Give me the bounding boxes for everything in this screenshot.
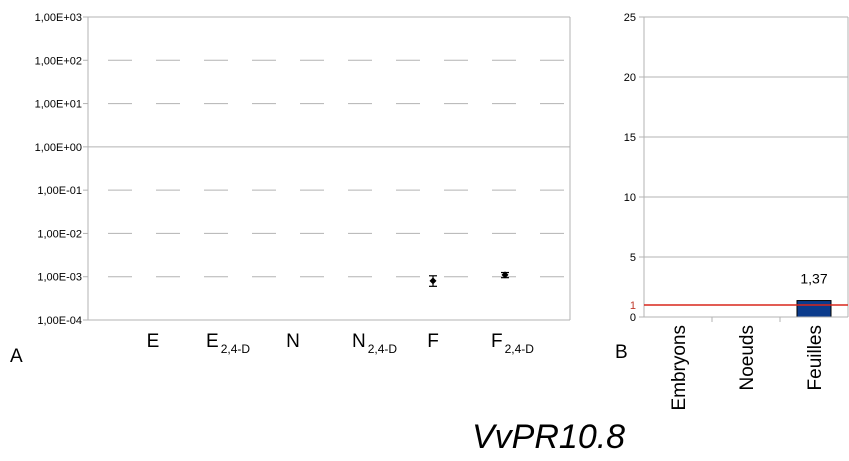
chart-a-category-label: F [427,331,439,352]
chart-a-category-label: E [147,331,160,352]
chart-a-points [429,271,509,287]
chart-a: 1,00E-04 1,00E-03 1,00E-02 1,00E-01 1,00E+00… [10,12,571,367]
chart-a-point [429,277,437,285]
chart-a-point [501,271,509,279]
chart-a-y-tick-label: 1,00E+02 [35,55,82,67]
chart-b-y-tick-label: 5 [630,252,636,264]
chart-b-category-label: Embryons [669,325,690,411]
chart-b-bars: 1,37 [796,271,832,318]
chart-a-y-tick-label: 1,00E+03 [35,12,82,24]
chart-b-y-tick-label: 10 [624,192,636,204]
chart-b-gridlines [644,16,848,258]
chart-b-categories: Embryons Noeuds Feuilles [669,317,826,411]
chart-title: VvPR10.8 [472,418,625,456]
chart-a-y-tick-label: 1,00E-04 [37,315,82,327]
chart-a-category-label: F 2,4-D [491,331,534,356]
chart-a-y-ticks: 1,00E-04 1,00E-03 1,00E-02 1,00E-01 1,00E+00… [35,12,88,327]
chart-b-category-label: Feuilles [805,325,826,390]
chart-b: 0 5 10 15 20 25 1,37 1 Embryons Noeuds Feuilles… [615,12,849,411]
chart-a-y-tick-label: 1,00E+00 [35,142,82,154]
chart-b-y-tick-label: 15 [624,132,636,144]
chart-a-category-label: E 2,4-D [206,331,250,356]
chart-b-y-tick-label: 0 [630,312,636,324]
chart-a-category-label: N 2,4-D [352,331,397,356]
chart-b-data-label: 1,37 [800,271,827,287]
panel-a-label: A [10,346,23,367]
chart-a-y-tick-label: 1,00E-02 [37,228,82,240]
chart-b-bar [796,300,832,318]
chart-a-y-tick-label: 1,00E-03 [37,272,82,284]
chart-b-reference-label: 1 [630,300,636,312]
chart-a-y-tick-label: 1,00E+01 [35,99,82,111]
chart-b-y-tick-label: 20 [624,72,636,84]
chart-a-category-label: N [286,331,300,352]
chart-a-categories: E E 2,4-D N N 2,4-D F F 2,4-D [147,331,535,356]
chart-b-y-tick-label: 25 [624,12,636,24]
chart-a-gridlines [88,59,570,278]
chart-a-y-tick-label: 1,00E-01 [37,185,82,197]
panel-b-label: B [615,342,628,363]
chart-b-y-ticks: 0 5 10 15 20 25 [624,12,644,324]
chart-b-category-label: Noeuds [737,325,758,391]
